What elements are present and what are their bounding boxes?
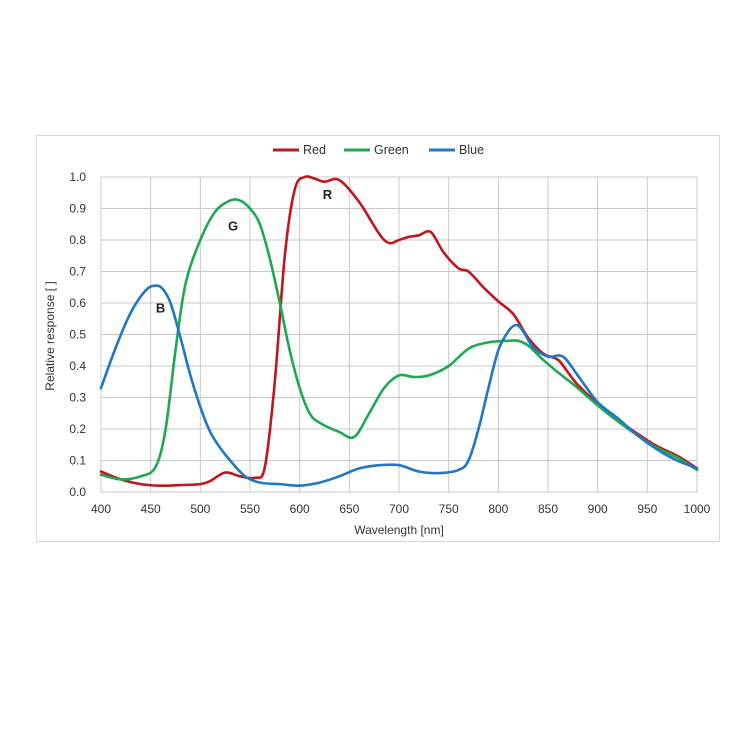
- series-line-red: [99, 175, 699, 488]
- series-line-blue: [99, 284, 699, 488]
- legend-item-blue: Blue: [429, 143, 484, 157]
- x-tick-labels: 400 450 500 550 600 650 700 750 800 850 900 950 1000: [91, 502, 711, 516]
- x-tick-label: 400: [91, 502, 111, 516]
- gridlines: [100, 176, 698, 493]
- series-lines: [99, 175, 699, 488]
- x-tick-label: 900: [588, 502, 608, 516]
- x-tick-label: 550: [240, 502, 260, 516]
- y-tick-label: 0.8: [69, 233, 86, 247]
- y-tick-label: 0.5: [69, 328, 86, 342]
- chart-frame: R G B 400 450 500 550 600 650 700 750 800 850 900 950…: [36, 135, 720, 542]
- annotation-g: G: [228, 219, 238, 234]
- y-axis-title: Relative response [ ]: [43, 281, 57, 390]
- x-tick-label: 700: [389, 502, 409, 516]
- x-tick-label: 750: [439, 502, 459, 516]
- y-tick-label: 1.0: [69, 170, 86, 184]
- y-tick-label: 0.6: [69, 296, 86, 310]
- series-line-green: [99, 198, 699, 481]
- x-tick-label: 800: [488, 502, 508, 516]
- legend-item-green: Green: [344, 143, 409, 157]
- x-tick-label: 1000: [684, 502, 711, 516]
- x-axis-title: Wavelength [nm]: [354, 523, 444, 537]
- x-tick-label: 850: [538, 502, 558, 516]
- legend-label: Red: [303, 143, 326, 157]
- legend-label: Blue: [459, 143, 484, 157]
- annotations: R G B: [156, 187, 333, 315]
- legend-item-red: Red: [273, 143, 326, 157]
- annotation-b: B: [156, 300, 165, 315]
- y-tick-label: 0.9: [69, 202, 86, 216]
- y-tick-label: 0.1: [69, 454, 86, 468]
- legend: Red Green Blue: [273, 143, 484, 157]
- x-tick-label: 450: [141, 502, 161, 516]
- annotation-r: R: [323, 187, 333, 202]
- y-tick-label: 0.0: [69, 485, 86, 499]
- y-tick-label: 0.4: [69, 359, 86, 373]
- chart: R G B 400 450 500 550 600 650 700 750 800 850 900 950…: [43, 143, 711, 537]
- x-tick-label: 650: [339, 502, 359, 516]
- y-tick-labels: 0.0 0.1 0.2 0.3 0.4 0.5 0.6 0.7 0.8 0.9 1.0: [69, 170, 86, 499]
- y-tick-label: 0.7: [69, 265, 86, 279]
- legend-label: Green: [374, 143, 409, 157]
- x-tick-label: 600: [290, 502, 310, 516]
- y-tick-label: 0.2: [69, 422, 86, 436]
- x-tick-label: 500: [190, 502, 210, 516]
- y-tick-label: 0.3: [69, 391, 86, 405]
- x-tick-label: 950: [637, 502, 657, 516]
